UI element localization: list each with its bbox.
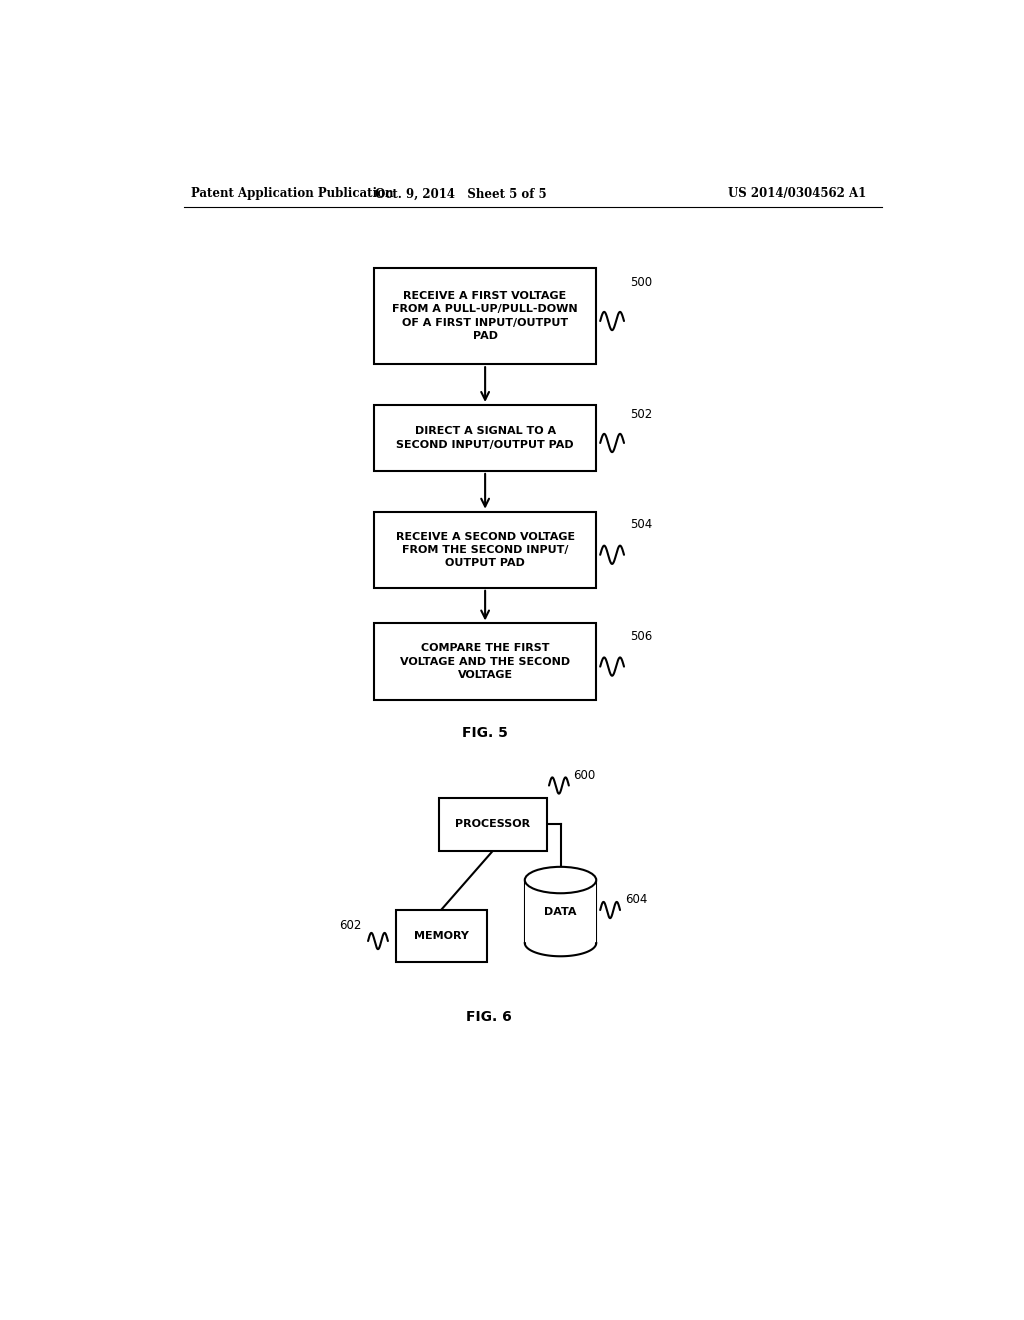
Bar	[374, 405, 596, 471]
Text: MEMORY: MEMORY	[414, 931, 469, 941]
Bar	[524, 880, 596, 942]
Text: 600: 600	[573, 768, 596, 781]
Bar	[374, 623, 596, 700]
Text: RECEIVE A SECOND VOLTAGE
FROM THE SECOND INPUT/
OUTPUT PAD: RECEIVE A SECOND VOLTAGE FROM THE SECOND…	[395, 532, 574, 568]
Text: Patent Application Publication: Patent Application Publication	[191, 187, 394, 201]
Text: 506: 506	[631, 630, 652, 643]
Text: RECEIVE A FIRST VOLTAGE
FROM A PULL-UP/PULL-DOWN
OF A FIRST INPUT/OUTPUT
PAD: RECEIVE A FIRST VOLTAGE FROM A PULL-UP/P…	[392, 292, 578, 341]
Bar	[374, 268, 596, 364]
Bar	[374, 512, 596, 587]
Text: 604: 604	[625, 894, 647, 907]
Text: FIG. 6: FIG. 6	[466, 1010, 512, 1024]
Text: 500: 500	[631, 276, 652, 289]
Text: 504: 504	[631, 517, 652, 531]
Text: Oct. 9, 2014   Sheet 5 of 5: Oct. 9, 2014 Sheet 5 of 5	[376, 187, 547, 201]
Bar	[439, 797, 547, 850]
Text: FIG. 5: FIG. 5	[462, 726, 508, 739]
Text: 602: 602	[339, 919, 361, 932]
Text: COMPARE THE FIRST
VOLTAGE AND THE SECOND
VOLTAGE: COMPARE THE FIRST VOLTAGE AND THE SECOND…	[400, 643, 570, 680]
Bar	[396, 909, 487, 962]
Text: DATA: DATA	[545, 907, 577, 916]
Ellipse shape	[525, 867, 596, 894]
Text: US 2014/0304562 A1: US 2014/0304562 A1	[728, 187, 866, 201]
Text: 502: 502	[631, 408, 652, 421]
Text: PROCESSOR: PROCESSOR	[456, 820, 530, 829]
Text: DIRECT A SIGNAL TO A
SECOND INPUT/OUTPUT PAD: DIRECT A SIGNAL TO A SECOND INPUT/OUTPUT…	[396, 426, 573, 450]
